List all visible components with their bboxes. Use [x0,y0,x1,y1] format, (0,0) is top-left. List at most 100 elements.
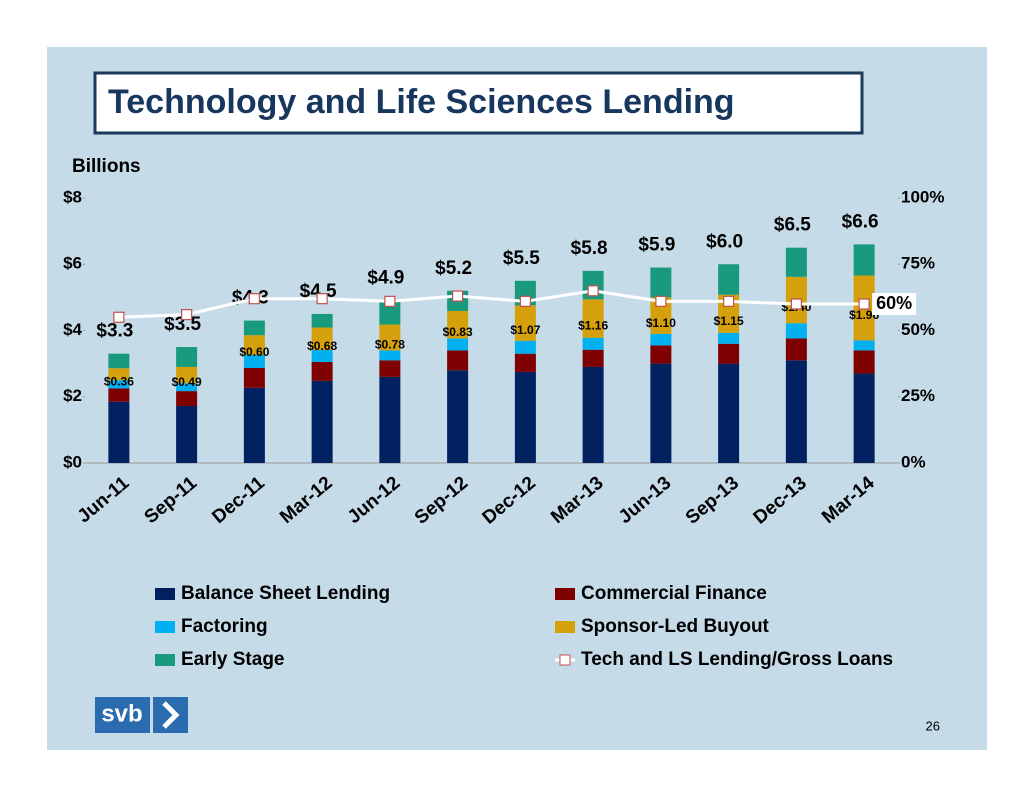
y-axis-label: Billions [72,156,141,177]
y2-tick-label: 100% [901,187,944,206]
bar-segment [514,340,536,354]
bar-segment [243,387,265,463]
legend-swatch [555,588,575,600]
bar-segment [582,299,604,338]
y-tick-label: $6 [63,254,82,273]
line-marker [113,311,125,323]
line-marker [316,293,328,305]
bar-segment [650,345,672,364]
bar-segment [582,337,604,350]
bar-segment [718,332,740,344]
y-tick-label: $4 [63,320,82,339]
bar-segment [379,350,401,361]
bar-segment [447,338,469,351]
bar-segment [311,361,333,381]
bar-segment [718,264,740,295]
page-number: 26 [926,718,940,733]
line-marker [519,295,531,307]
legend-swatch [155,588,175,600]
logo-box [95,697,150,733]
y2-tick-label: 50% [901,320,935,339]
legend-label: Early Stage [181,649,285,670]
bar-segment [311,380,333,463]
value-label: $1.16 [578,319,608,333]
total-label: $6.6 [842,211,879,232]
bar-segment [447,350,469,371]
value-label: $0.49 [172,375,202,389]
total-label: $5.9 [638,235,675,256]
value-label: $1.15 [714,314,744,328]
line-marker [587,285,599,297]
bar-segment [650,363,672,463]
total-label: $5.8 [571,238,608,259]
legend-swatch [155,654,175,666]
bar-segment [514,371,536,463]
bar-segment [379,360,401,377]
line-marker [248,293,260,305]
bar-segment [582,366,604,463]
bar-segment [785,323,807,339]
legend-swatch [555,621,575,633]
bar-segment [176,347,198,367]
value-label: $0.83 [443,325,473,339]
legend-label: Commercial Finance [581,583,767,604]
legend-label: Factoring [181,616,268,637]
chart-title: Technology and Life Sciences Lending [108,83,735,121]
value-label: $0.36 [104,374,134,388]
legend-swatch [155,621,175,633]
title-box [93,71,864,135]
total-label: $6.0 [706,231,743,252]
y2-tick-label: 0% [901,452,926,471]
total-label: $5.5 [503,248,540,269]
bar-segment [853,373,875,463]
y-tick-label: $8 [63,187,82,206]
bar-segment [243,355,265,368]
bar-segment [379,376,401,463]
bar-segment [853,340,875,351]
bar-segment [718,363,740,463]
bar-segment [176,366,198,384]
line-marker [858,298,870,310]
bar-segment [582,349,604,367]
y2-tick-label: 25% [901,386,935,405]
bar-segment [108,388,130,402]
bar-segment [379,324,401,351]
value-label: $1.10 [646,316,676,330]
bar-segment [176,383,198,392]
line-marker [181,309,193,321]
bar-segment [311,350,333,362]
logo-chevron [162,701,180,729]
logo-text: svb [101,700,142,727]
y-tick-label: $2 [63,386,82,405]
value-label: $0.60 [239,345,269,359]
legend-label: Balance Sheet Lending [181,583,390,604]
bar-segment [718,343,740,364]
bar-segment [243,367,265,388]
line-marker [384,295,396,307]
bar-segment [108,353,130,369]
line-marker [655,295,667,307]
bar-segment [853,244,875,276]
legend-marker [559,654,571,666]
end-label: 60% [876,293,912,313]
logo-chevron-box [153,697,188,733]
line-marker [723,295,735,307]
legend-label: Tech and LS Lending/Gross Loans [581,649,893,670]
y2-tick-label: 75% [901,254,935,273]
legend-label: Sponsor-Led Buyout [581,616,770,637]
bar-segment [650,333,672,346]
line-marker [452,290,464,302]
bar-segment [176,391,198,407]
bar-segment [108,380,130,389]
bar-segment [311,327,333,351]
bar-segment [311,313,333,328]
line-marker [790,298,802,310]
total-label: $3.3 [96,321,133,342]
bar-segment [108,401,130,463]
bar-segment [243,320,265,336]
bar-segment [514,353,536,372]
y-tick-label: $0 [63,452,82,471]
value-label: $1.07 [510,323,540,337]
value-label: $0.78 [375,338,405,352]
